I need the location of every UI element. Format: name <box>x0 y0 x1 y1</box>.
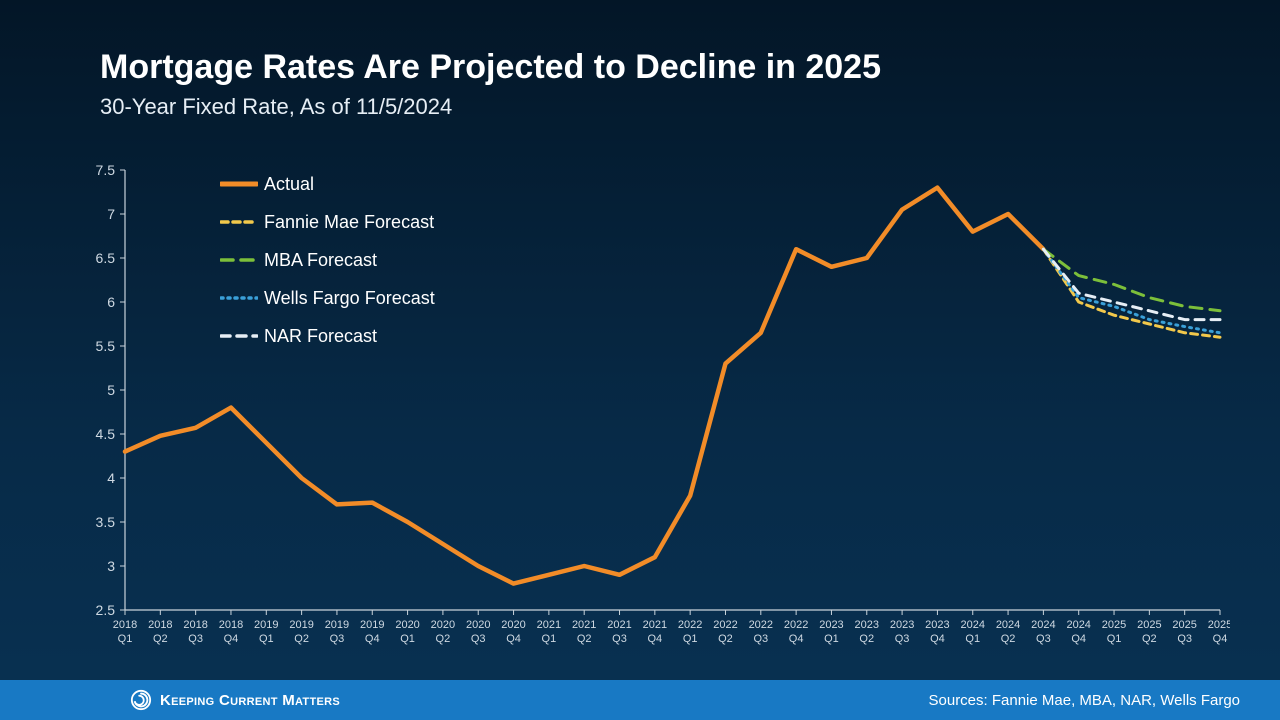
x-tick-quarter: Q4 <box>930 633 945 645</box>
x-tick-quarter: Q3 <box>895 633 910 645</box>
x-tick-quarter: Q2 <box>577 633 592 645</box>
x-tick-year: 2023 <box>855 619 879 631</box>
x-tick-year: 2024 <box>996 619 1020 631</box>
legend-label: NAR Forecast <box>264 326 377 347</box>
x-tick-year: 2021 <box>607 619 631 631</box>
x-tick-year: 2020 <box>501 619 525 631</box>
x-tick-quarter: Q3 <box>188 633 203 645</box>
x-tick-year: 2019 <box>289 619 313 631</box>
x-tick-quarter: Q2 <box>436 633 451 645</box>
x-tick-quarter: Q4 <box>1071 633 1086 645</box>
x-tick-quarter: Q2 <box>294 633 309 645</box>
x-tick-year: 2024 <box>960 619 984 631</box>
x-tick-quarter: Q2 <box>718 633 733 645</box>
series-fannie-mae-forecast <box>1043 249 1220 337</box>
y-tick-label: 4 <box>107 470 115 486</box>
brand-text: Keeping Current Matters <box>160 692 340 709</box>
x-tick-quarter: Q4 <box>1213 633 1228 645</box>
x-tick-year: 2020 <box>395 619 419 631</box>
y-tick-label: 7 <box>107 206 115 222</box>
x-tick-quarter: Q2 <box>153 633 168 645</box>
x-tick-year: 2018 <box>148 619 172 631</box>
chart-legend: Actual Fannie Mae Forecast MBA Forecast Wel… <box>220 165 435 355</box>
x-tick-year: 2021 <box>643 619 667 631</box>
x-tick-quarter: Q3 <box>612 633 627 645</box>
x-tick-quarter: Q4 <box>506 633 521 645</box>
x-tick-quarter: Q1 <box>824 633 839 645</box>
y-tick-label: 6.5 <box>96 250 116 266</box>
chart-subtitle: 30-Year Fixed Rate, As of 11/5/2024 <box>100 94 452 120</box>
sources-text: Sources: Fannie Mae, MBA, NAR, Wells Far… <box>929 692 1241 709</box>
brand-spiral-icon <box>130 689 152 711</box>
x-tick-year: 2019 <box>254 619 278 631</box>
x-tick-year: 2018 <box>183 619 207 631</box>
x-tick-year: 2022 <box>749 619 773 631</box>
x-tick-year: 2023 <box>819 619 843 631</box>
x-tick-year: 2025 <box>1102 619 1126 631</box>
x-tick-quarter: Q1 <box>683 633 698 645</box>
x-tick-quarter: Q1 <box>259 633 274 645</box>
x-tick-year: 2020 <box>431 619 455 631</box>
x-tick-quarter: Q1 <box>542 633 557 645</box>
y-tick-label: 4.5 <box>96 426 116 442</box>
legend-item: NAR Forecast <box>220 317 435 355</box>
x-tick-year: 2025 <box>1172 619 1196 631</box>
x-tick-quarter: Q4 <box>224 633 239 645</box>
legend-label: Fannie Mae Forecast <box>264 212 434 233</box>
legend-swatch <box>220 250 258 270</box>
x-tick-quarter: Q3 <box>1177 633 1192 645</box>
y-tick-label: 5 <box>107 382 115 398</box>
x-tick-quarter: Q1 <box>400 633 415 645</box>
x-tick-quarter: Q3 <box>1036 633 1051 645</box>
y-tick-label: 5.5 <box>96 338 116 354</box>
x-tick-quarter: Q3 <box>330 633 345 645</box>
legend-label: MBA Forecast <box>264 250 377 271</box>
y-tick-label: 3.5 <box>96 514 116 530</box>
y-tick-label: 6 <box>107 294 115 310</box>
y-tick-label: 3 <box>107 558 115 574</box>
x-tick-quarter: Q2 <box>1142 633 1157 645</box>
x-tick-year: 2022 <box>678 619 702 631</box>
legend-item: MBA Forecast <box>220 241 435 279</box>
x-tick-quarter: Q3 <box>753 633 768 645</box>
y-tick-label: 7.5 <box>96 162 116 178</box>
x-tick-year: 2024 <box>1066 619 1090 631</box>
x-tick-quarter: Q1 <box>118 633 133 645</box>
x-tick-year: 2024 <box>1031 619 1055 631</box>
x-tick-quarter: Q4 <box>789 633 804 645</box>
legend-swatch <box>220 212 258 232</box>
legend-label: Wells Fargo Forecast <box>264 288 435 309</box>
x-tick-year: 2021 <box>572 619 596 631</box>
x-tick-year: 2019 <box>360 619 384 631</box>
x-tick-year: 2020 <box>466 619 490 631</box>
footer-bar: Keeping Current Matters Sources: Fannie … <box>0 680 1280 720</box>
x-tick-quarter: Q4 <box>647 633 662 645</box>
x-tick-year: 2025 <box>1137 619 1161 631</box>
legend-swatch <box>220 326 258 346</box>
x-tick-quarter: Q4 <box>365 633 380 645</box>
legend-item: Actual <box>220 165 435 203</box>
x-tick-year: 2025 <box>1208 619 1230 631</box>
brand: Keeping Current Matters <box>130 689 340 711</box>
legend-item: Fannie Mae Forecast <box>220 203 435 241</box>
legend-label: Actual <box>264 174 314 195</box>
x-tick-year: 2023 <box>925 619 949 631</box>
y-tick-label: 2.5 <box>96 602 116 618</box>
x-tick-year: 2019 <box>325 619 349 631</box>
x-tick-quarter: Q2 <box>1001 633 1016 645</box>
x-tick-year: 2021 <box>537 619 561 631</box>
legend-swatch <box>220 174 258 194</box>
x-tick-year: 2023 <box>890 619 914 631</box>
x-tick-year: 2022 <box>784 619 808 631</box>
x-tick-year: 2018 <box>113 619 137 631</box>
x-tick-quarter: Q3 <box>471 633 486 645</box>
x-tick-quarter: Q2 <box>859 633 874 645</box>
x-tick-year: 2018 <box>219 619 243 631</box>
legend-swatch <box>220 288 258 308</box>
x-tick-quarter: Q1 <box>1107 633 1122 645</box>
x-tick-quarter: Q1 <box>965 633 980 645</box>
x-tick-year: 2022 <box>713 619 737 631</box>
chart-title: Mortgage Rates Are Projected to Decline … <box>100 48 881 87</box>
legend-item: Wells Fargo Forecast <box>220 279 435 317</box>
